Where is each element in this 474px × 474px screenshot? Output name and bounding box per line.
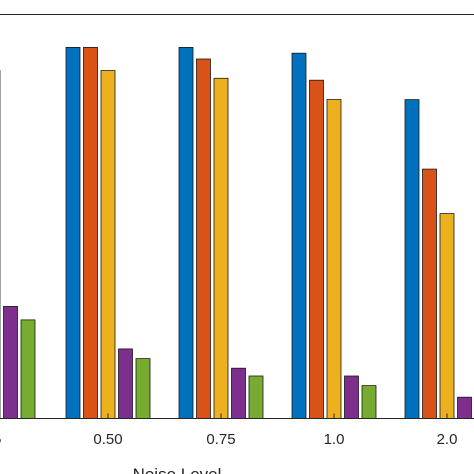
bar-0.50-series-5 [135, 358, 151, 419]
bar-0.50-series-4 [118, 348, 133, 419]
bar-1.0-series-3 [326, 99, 342, 419]
x-ticks-group: 25 0.50 0.75 1.0 2.0 [0, 413, 458, 448]
x-tick-label-0.75: 0.75 [206, 431, 235, 448]
bar-0.75-series-3 [213, 77, 229, 419]
bar-0.75-series-5 [248, 375, 264, 419]
bar-0.75-series-2 [196, 58, 211, 419]
x-tick-label-0.25: 25 [0, 431, 1, 448]
bar-1.0-series-4 [344, 375, 359, 419]
bar-0.25-series-5 [20, 319, 36, 419]
x-tick-label-0.50: 0.50 [93, 431, 122, 448]
bars-group [0, 47, 472, 419]
bar-2.0-series-1 [404, 99, 420, 419]
bar-1.0-series-5 [361, 385, 377, 419]
bar-0.50-series-3 [100, 70, 116, 419]
x-tick-label-2.0: 2.0 [437, 431, 458, 448]
bar-2.0-series-3 [439, 213, 455, 419]
bar-1.0-series-2 [309, 79, 324, 419]
bar-2.0-series-4 [457, 396, 472, 419]
x-tick-label-1.0: 1.0 [324, 431, 345, 448]
bar-0.75-series-4 [231, 367, 246, 419]
bar-0.25-series-4 [3, 305, 18, 419]
bar-1.0-series-1 [291, 52, 307, 419]
bar-2.0-series-2 [422, 168, 437, 419]
bar-0.50-series-1 [65, 47, 81, 419]
bar-0.75-series-1 [178, 47, 194, 419]
bar-0.50-series-2 [83, 47, 98, 419]
x-axis-label: Noise Level [133, 465, 222, 474]
